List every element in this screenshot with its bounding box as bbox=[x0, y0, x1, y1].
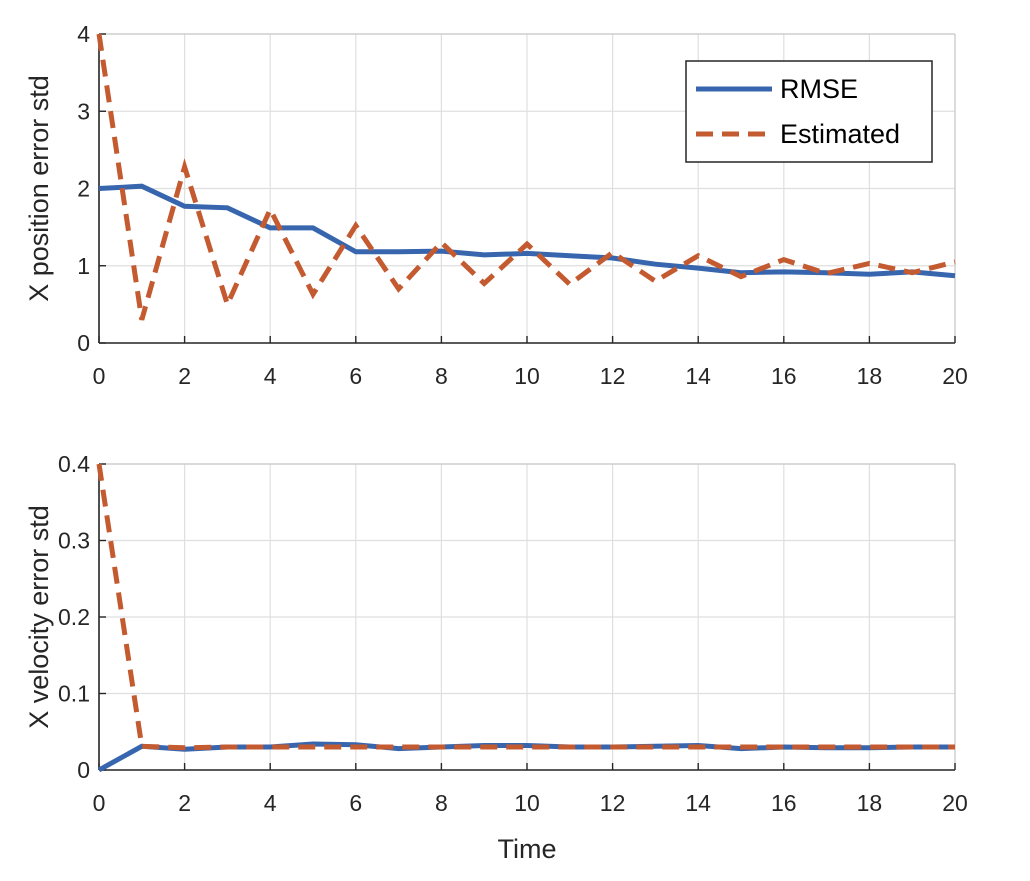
series-line-estimated bbox=[96, 33, 956, 321]
y-tick-label: 0.4 bbox=[58, 451, 90, 477]
legend-label-rmse: RMSE bbox=[780, 74, 858, 104]
x-tick-label: 20 bbox=[942, 363, 968, 389]
y-axis-label: X position error std bbox=[24, 75, 54, 302]
x-tick-label: 16 bbox=[771, 363, 797, 389]
legend: RMSE Estimated bbox=[685, 60, 933, 163]
y-tick-label: 0 bbox=[77, 330, 90, 356]
x-tick-label: 6 bbox=[349, 363, 362, 389]
y-tick-label: 0 bbox=[77, 757, 90, 783]
y-tick-label: 3 bbox=[77, 98, 90, 124]
x-tick-label: 8 bbox=[435, 363, 448, 389]
x-tick-label: 12 bbox=[600, 363, 626, 389]
x-tick-label: 2 bbox=[178, 790, 191, 816]
x-tick-label: 18 bbox=[857, 363, 883, 389]
x-tick-label: 0 bbox=[93, 363, 106, 389]
x-tick-label: 10 bbox=[514, 363, 540, 389]
y-tick-label: 0.2 bbox=[58, 604, 90, 630]
chart-2: 0 2 4 6 8 10 12 14 16 18 20 0 0.1 0.2 0.3 0.4 X velocity… bbox=[24, 451, 968, 864]
x-tick-label: 4 bbox=[264, 790, 277, 816]
x-tick-label: 10 bbox=[514, 790, 540, 816]
x-tick-label: 6 bbox=[349, 790, 362, 816]
series-line-rmse bbox=[97, 741, 955, 773]
x-tick-label: 4 bbox=[264, 363, 277, 389]
y-axis-label: X velocity error std bbox=[24, 505, 54, 729]
x-axis-label: Time bbox=[498, 834, 557, 864]
x-tick-label: 14 bbox=[685, 363, 711, 389]
x-tick-label: 18 bbox=[857, 790, 883, 816]
x-tick-label: 0 bbox=[93, 790, 106, 816]
x-tick-label: 2 bbox=[178, 363, 191, 389]
y-tick-label: 4 bbox=[77, 21, 90, 47]
x-tick-label: 12 bbox=[600, 790, 626, 816]
x-tick-label: 16 bbox=[771, 790, 797, 816]
x-tick-label: 20 bbox=[942, 790, 968, 816]
legend-label-estimated: Estimated bbox=[780, 119, 900, 149]
legend-box bbox=[685, 60, 933, 163]
series-line-rmse bbox=[98, 183, 956, 279]
y-tick-label: 0.3 bbox=[58, 528, 90, 554]
x-tick-label: 8 bbox=[435, 790, 448, 816]
y-tick-label: 0.1 bbox=[58, 681, 90, 707]
y-tick-label: 2 bbox=[77, 176, 90, 202]
y-tick-label: 1 bbox=[77, 253, 90, 279]
x-tick-label: 14 bbox=[685, 790, 711, 816]
